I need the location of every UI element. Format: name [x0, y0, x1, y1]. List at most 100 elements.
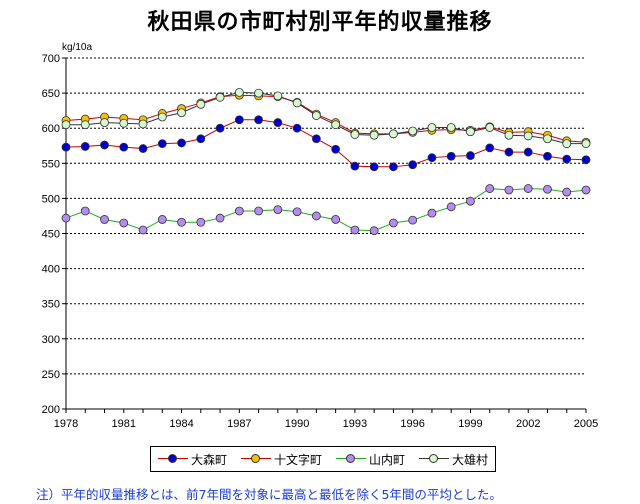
x-tick-label: 1990: [285, 418, 309, 430]
data-point-2-1979: [80, 206, 90, 216]
chart-title: 秋田県の市町村別平年的収量推移: [147, 10, 493, 35]
data-point-3-1995: [389, 129, 398, 139]
data-point-3-1990: [292, 98, 302, 108]
data-point-2-2005: [581, 185, 591, 195]
data-point-2-1981: [119, 218, 129, 228]
data-point-0-2000: [485, 143, 495, 153]
x-tick-label: 1999: [458, 418, 482, 430]
data-point-2-1999: [466, 196, 475, 206]
data-point-3-2004: [562, 139, 572, 149]
legend-item-2: 山内町: [335, 451, 405, 468]
legend: 大森町 十文字町 山内町 大雄村: [150, 446, 496, 472]
data-point-3-1985: [196, 99, 206, 109]
data-point-2-2003: [543, 184, 552, 194]
data-point-0-1989: [273, 118, 283, 127]
series-line-2: [65, 188, 587, 232]
footnote: 注）平年的収量推移とは、前7年間を対象に最高と最低を除く5年間の平均とした。: [36, 487, 502, 502]
data-point-0-1978: [61, 142, 71, 152]
legend-marker-icon: [157, 454, 188, 464]
data-point-2-1989: [273, 205, 283, 215]
data-point-3-1980: [100, 118, 109, 127]
data-point-2-2004: [562, 187, 572, 197]
y-tick-label: 200: [42, 404, 60, 416]
data-point-0-1980: [100, 140, 109, 150]
x-tick-label: 1996: [400, 418, 424, 430]
y-tick-label: 400: [42, 264, 60, 276]
y-tick-label: 650: [42, 88, 60, 100]
data-point-2-1987: [234, 206, 244, 216]
data-point-3-1994: [369, 130, 379, 140]
x-tick-label: 1987: [227, 418, 251, 430]
data-point-3-1982: [138, 119, 148, 129]
data-point-2-1988: [254, 206, 263, 216]
data-point-3-2005: [581, 139, 591, 149]
data-point-2-1984: [177, 217, 186, 227]
data-point-0-1979: [80, 142, 90, 151]
y-tick-label: 500: [42, 193, 60, 205]
data-point-0-2002: [523, 147, 533, 157]
data-point-3-1979: [80, 120, 90, 130]
x-tick-label: 1993: [343, 418, 367, 430]
y-tick-label: 450: [42, 229, 60, 241]
legend-item-1: 十文字町: [240, 451, 322, 468]
x-tick-label: 1981: [112, 418, 136, 430]
data-point-2-1980: [100, 215, 109, 224]
data-point-3-1988: [254, 88, 263, 98]
data-point-0-2005: [581, 155, 591, 165]
data-point-2-1983: [157, 215, 167, 224]
data-point-0-2004: [562, 154, 572, 164]
data-point-0-1984: [177, 138, 186, 148]
data-point-3-1984: [177, 108, 186, 118]
data-point-0-1999: [466, 151, 475, 160]
data-point-3-1986: [215, 92, 225, 102]
data-point-3-1992: [331, 120, 341, 130]
y-tick-label: 350: [42, 299, 60, 311]
data-point-0-1994: [369, 162, 379, 172]
y-tick-label: 700: [42, 53, 60, 65]
data-point-0-1998: [446, 151, 456, 161]
data-point-3-1978: [61, 120, 71, 130]
x-tick-label: 2002: [516, 418, 540, 430]
series-layer: [61, 87, 591, 236]
data-point-2-1986: [215, 213, 225, 223]
data-point-0-1983: [157, 139, 167, 149]
data-point-2-1985: [196, 217, 206, 227]
data-point-3-2000: [485, 123, 495, 132]
series-line-1: [65, 94, 587, 143]
data-point-0-1997: [427, 153, 437, 163]
data-point-3-1991: [311, 111, 321, 120]
grid-lines: [66, 57, 586, 375]
x-tick-label: 1984: [169, 418, 193, 430]
data-point-0-1991: [311, 134, 321, 144]
data-point-2-1998: [446, 202, 456, 212]
data-point-3-1981: [119, 118, 129, 128]
data-point-3-2001: [504, 130, 514, 140]
legend-item-0: 大森町: [157, 451, 227, 468]
series-line-0: [65, 119, 587, 168]
data-point-0-1981: [119, 142, 129, 152]
data-point-2-1995: [389, 218, 398, 228]
data-point-2-2001: [504, 185, 514, 195]
y-tick-label: 250: [42, 369, 60, 381]
data-point-0-1982: [138, 144, 148, 153]
y-tick-label: 300: [42, 334, 60, 346]
data-point-0-1993: [350, 161, 360, 171]
legend-marker-icon: [240, 454, 271, 464]
data-point-2-1997: [427, 208, 437, 218]
data-point-2-1982: [138, 225, 148, 235]
data-point-2-1993: [350, 225, 360, 235]
data-point-0-1985: [196, 134, 206, 144]
data-point-0-1988: [254, 115, 263, 125]
data-point-0-1992: [331, 144, 341, 154]
data-point-3-1999: [466, 127, 475, 137]
data-point-2-1996: [408, 215, 418, 225]
series-line-3: [66, 91, 586, 145]
data-point-3-2002: [523, 131, 533, 141]
data-point-3-1993: [350, 130, 360, 139]
data-point-0-1987: [234, 115, 244, 125]
y-tick-label: 550: [42, 158, 60, 170]
x-tick-label: 1978: [54, 418, 78, 430]
data-point-2-2000: [485, 184, 495, 193]
legend-label: 十文字町: [273, 452, 322, 467]
